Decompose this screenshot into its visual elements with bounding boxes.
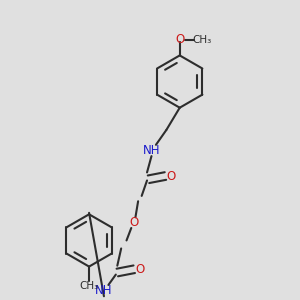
Text: O: O <box>129 216 138 229</box>
Text: CH₃: CH₃ <box>192 35 212 45</box>
Text: NH: NH <box>143 144 160 157</box>
Text: CH₃: CH₃ <box>80 281 99 291</box>
Text: O: O <box>175 34 184 46</box>
Text: O: O <box>167 169 176 182</box>
Text: NH: NH <box>95 284 113 297</box>
Text: O: O <box>136 263 145 276</box>
